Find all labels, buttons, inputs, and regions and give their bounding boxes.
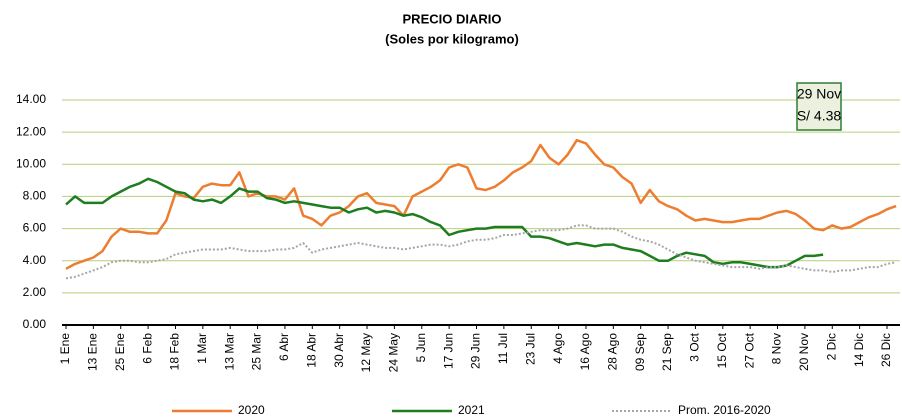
y-tick-label: 0.00: [23, 317, 47, 331]
x-tick-label: 11 Jul: [496, 333, 510, 364]
y-tick-label: 4.00: [23, 253, 47, 267]
x-tick-label: 5 Jun: [414, 333, 428, 362]
y-tick-label: 8.00: [23, 189, 47, 203]
y-tick-label: 2.00: [23, 285, 47, 299]
chart-title: PRECIO DIARIO: [403, 11, 502, 26]
x-tick-label: 8 Nov: [770, 333, 784, 364]
y-tick-label: 12.00: [16, 124, 46, 138]
x-tick-label: 30 Abr: [332, 333, 346, 368]
x-tick-label: 15 Oct: [715, 332, 729, 368]
legend-label: 2020: [238, 403, 265, 417]
legend-label: Prom. 2016-2020: [678, 403, 771, 417]
x-tick-label: 18 Feb: [168, 333, 182, 371]
annotation-text: S/ 4.38: [797, 108, 842, 124]
x-tick-label: 1 Mar: [195, 333, 209, 364]
x-tick-label: 17 Jun: [441, 333, 455, 369]
x-tick-label: 13 Ene: [86, 333, 100, 371]
x-tick-label: 6 Feb: [140, 333, 154, 364]
y-tick-label: 10.00: [16, 156, 46, 170]
x-tick-label: 25 Mar: [250, 333, 264, 370]
series-line: [65, 177, 824, 269]
series-line: [65, 224, 897, 280]
legend-label: 2021: [458, 403, 485, 417]
y-tick-label: 14.00: [16, 92, 46, 106]
x-tick-label: 09 Sep: [633, 333, 647, 371]
x-tick-label: 16 Ago: [578, 333, 592, 371]
x-tick-label: 20 Nov: [797, 333, 811, 371]
x-tick-label: 18 Abr: [304, 333, 318, 368]
x-tick-label: 21 Sep: [660, 333, 674, 371]
x-tick-label: 13 Mar: [222, 333, 236, 370]
x-tick-label: 14 Dic: [852, 333, 866, 367]
annotation-box: [796, 82, 842, 131]
x-tick-label: 23 Jul: [523, 333, 537, 365]
x-tick-label: 2 Dic: [824, 333, 838, 360]
x-tick-label: 28 Ago: [606, 333, 620, 371]
annotation-text: 29 Nov: [797, 86, 841, 102]
x-tick-label: 4 Ago: [551, 333, 565, 364]
x-tick-label: 1 Ene: [58, 333, 72, 365]
x-tick-label: 26 Dic: [879, 333, 893, 367]
y-tick-label: 6.00: [23, 221, 47, 235]
chart-subtitle: (Soles por kilogramo): [385, 31, 519, 46]
x-tick-label: 25 Ene: [113, 333, 127, 371]
x-tick-label: 3 Oct: [688, 332, 702, 361]
x-tick-label: 12 May: [359, 333, 373, 372]
x-tick-label: 27 Oct: [742, 332, 756, 368]
series-line: [65, 138, 897, 270]
x-tick-label: 29 Jun: [469, 333, 483, 369]
x-tick-label: 6 Abr: [277, 333, 291, 361]
x-tick-label: 24 May: [387, 333, 401, 372]
